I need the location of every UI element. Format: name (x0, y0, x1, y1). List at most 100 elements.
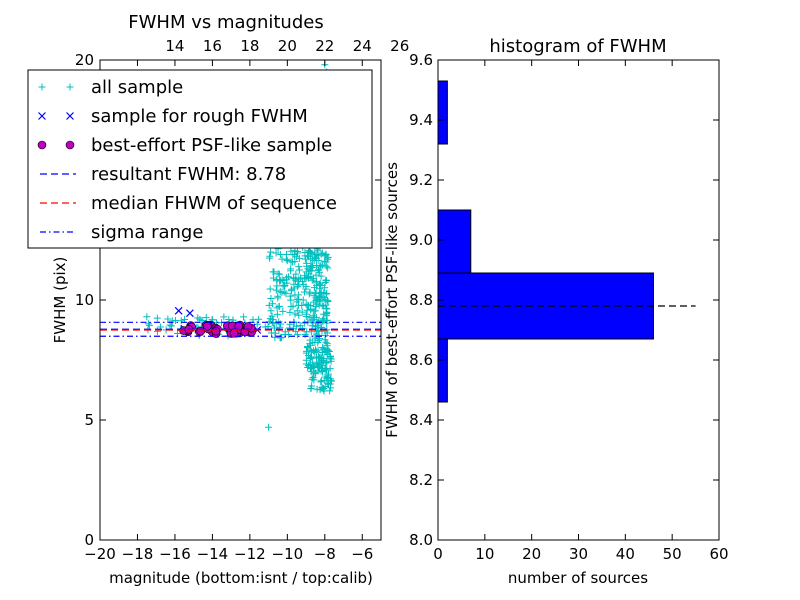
all-sample-point (298, 324, 306, 332)
all-sample-point (302, 310, 310, 318)
all-sample-point (318, 293, 326, 301)
x-tick-label: −14 (197, 545, 229, 563)
all-sample-point (326, 354, 334, 362)
all-sample-point (280, 288, 288, 296)
legend-marker (38, 112, 46, 120)
all-sample-point (286, 308, 294, 316)
legend-label: sigma range (91, 222, 203, 243)
legend-label: all sample (91, 77, 183, 98)
all-sample-point (194, 314, 202, 322)
all-sample-point (277, 334, 285, 342)
all-sample-point (313, 296, 321, 304)
all-sample-point (294, 283, 302, 291)
all-sample-point (145, 320, 153, 328)
top-tick-label: 24 (353, 37, 372, 55)
all-sample-point (302, 283, 310, 291)
y-tick-label: 8.8 (409, 291, 433, 309)
all-sample-point (317, 261, 325, 269)
all-sample-point (295, 311, 303, 319)
y-tick-label: 8.6 (409, 351, 433, 369)
all-sample-point (271, 334, 279, 342)
all-sample-point (307, 353, 315, 361)
all-sample-point (322, 359, 330, 367)
all-sample-point (302, 274, 310, 282)
all-sample-point (267, 248, 275, 256)
all-sample-point (220, 313, 228, 321)
all-sample-point (311, 307, 319, 315)
all-sample-point (272, 319, 280, 327)
all-sample-point (321, 284, 329, 292)
all-sample-point (307, 385, 315, 393)
all-sample-point (304, 301, 312, 309)
all-sample-point (279, 307, 287, 315)
all-sample-point (255, 315, 263, 323)
all-sample-point (315, 332, 323, 340)
all-sample-point (307, 262, 315, 270)
top-tick-label: 26 (390, 37, 409, 55)
all-sample-point (322, 290, 330, 298)
y-tick-label: 8.0 (409, 531, 433, 549)
histogram-bar (437, 209, 472, 274)
all-sample-point (277, 320, 285, 328)
all-sample-point (283, 256, 291, 264)
all-sample-point (324, 298, 332, 306)
all-sample-point (274, 270, 282, 278)
x-tick-label: 60 (709, 545, 728, 563)
all-sample-point (265, 423, 273, 431)
histogram-bar (437, 80, 448, 145)
all-sample-point (305, 270, 313, 278)
all-sample-point (276, 288, 284, 296)
histogram-x-ticks: 0 10 20 30 40 50 60 (433, 60, 729, 563)
all-sample-point (326, 365, 334, 373)
all-sample-point (277, 251, 285, 259)
all-sample-point (306, 288, 314, 296)
legend-marker (65, 140, 75, 150)
histogram-y-ticks: 8.0 8.2 8.4 8.6 8.8 9.0 9.2 9.4 9.6 (409, 51, 719, 549)
all-sample-point (303, 306, 311, 314)
y-tick-label: 0 (84, 531, 94, 549)
top-tick-label: 22 (315, 37, 334, 55)
all-sample-point (327, 357, 335, 365)
all-sample-point (311, 289, 319, 297)
x-tick-label: −18 (122, 545, 154, 563)
x-tick-label: 10 (475, 545, 494, 563)
all-sample-point (323, 379, 331, 387)
histogram-bar (437, 272, 654, 340)
all-sample-point (293, 307, 301, 315)
all-sample-point (310, 376, 318, 384)
y-tick-label: 9.6 (409, 51, 433, 69)
all-sample-point (292, 270, 300, 278)
scatter-x-ticks: −20 −18 −16 −14 −12 −10 −8 −6 (84, 60, 373, 563)
x-tick-label: 50 (663, 545, 682, 563)
all-sample-point (275, 302, 283, 310)
all-sample-point (303, 259, 311, 267)
psf-like-point (196, 326, 206, 336)
all-sample-point (266, 285, 274, 293)
all-sample-point (273, 310, 281, 318)
rough-fwhm-point (185, 309, 194, 318)
all-sample-point (283, 279, 291, 287)
all-sample-point (301, 319, 309, 327)
legend-box (27, 69, 373, 249)
all-sample-point (312, 278, 320, 286)
all-sample-point (324, 346, 332, 354)
all-sample-point (321, 331, 329, 339)
x-tick-label: 40 (616, 545, 635, 563)
all-sample-point (287, 296, 295, 304)
top-tick-label: 14 (165, 37, 184, 55)
all-sample-point (266, 252, 274, 260)
all-sample-point (267, 295, 275, 303)
all-sample-point (306, 336, 314, 344)
all-sample-point (153, 314, 161, 322)
all-sample-point (315, 353, 322, 361)
all-sample-point (322, 251, 330, 259)
all-sample-point (322, 310, 330, 318)
all-sample-point (292, 276, 300, 284)
all-sample-point (320, 345, 328, 353)
x-tick-label: −6 (351, 545, 373, 563)
all-sample-point (310, 313, 318, 321)
all-sample-point (317, 250, 325, 258)
scatter-panel: −20−18−16−14−12−10−8−6 05101520 14161820… (27, 12, 409, 587)
all-sample-point (320, 355, 328, 363)
all-sample-point (295, 254, 303, 262)
